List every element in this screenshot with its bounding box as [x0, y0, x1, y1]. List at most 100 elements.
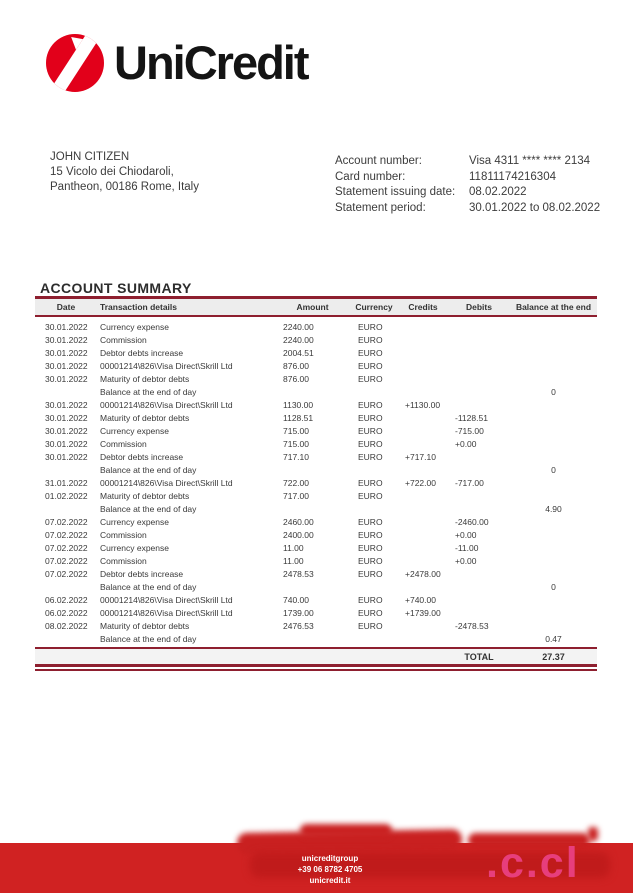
- cell-amount: 876.00: [283, 360, 309, 371]
- cell-currency: EURO: [358, 490, 383, 501]
- column-header-credits: Credits: [408, 302, 438, 312]
- cell-currency: EURO: [358, 451, 383, 462]
- cell-credits: +717.10: [405, 451, 436, 462]
- account-info-label: Statement issuing date:: [335, 186, 456, 198]
- table-row: 07.02.2022 Commission 2400.00 EURO +0.00: [35, 528, 597, 541]
- table-row: 30.01.2022 Currency expense 2240.00 EURO: [35, 320, 597, 333]
- cell-date: 01.02.2022: [45, 490, 88, 501]
- cell-date: 06.02.2022: [45, 607, 88, 618]
- column-header-amount: Amount: [296, 302, 329, 312]
- cell-date: 30.01.2022: [45, 399, 88, 410]
- cell-currency: EURO: [358, 568, 383, 579]
- cell-balance: 0: [551, 386, 556, 397]
- account-info-row: Card number: 11811174216304: [335, 170, 600, 186]
- cell-currency: EURO: [358, 477, 383, 488]
- table-row: 07.02.2022 Currency expense 2460.00 EURO…: [35, 515, 597, 528]
- cell-transaction-details: 00001214\826\Visa Direct\Skrill Ltd: [100, 477, 233, 488]
- table-row: 30.01.2022 00001214\826\Visa Direct\Skri…: [35, 398, 597, 411]
- cell-transaction-details: Debtor debts increase: [100, 568, 184, 579]
- unicredit-logo-icon: [46, 34, 104, 92]
- cell-date: 06.02.2022: [45, 594, 88, 605]
- cell-currency: EURO: [358, 425, 383, 436]
- cell-transaction-details: 00001214\826\Visa Direct\Skrill Ltd: [100, 399, 233, 410]
- table-row: 07.02.2022 Currency expense 11.00 EURO -…: [35, 541, 597, 554]
- table-row: Balance at the end of day 0: [35, 385, 597, 398]
- cell-date: 30.01.2022: [45, 360, 88, 371]
- table-row: Balance at the end of day 0.47: [35, 632, 597, 645]
- cell-amount: 715.00: [283, 425, 309, 436]
- cell-amount: 2004.51: [283, 347, 314, 358]
- cell-amount: 2400.00: [283, 529, 314, 540]
- cell-balance: 0: [551, 581, 556, 592]
- cell-transaction-details: Balance at the end of day: [100, 633, 197, 644]
- account-info-label: Card number:: [335, 170, 406, 183]
- cell-debits: -717.00: [455, 477, 484, 488]
- cell-amount: 717.10: [283, 451, 309, 462]
- cell-currency: EURO: [358, 529, 383, 540]
- cell-transaction-details: Balance at the end of day: [100, 503, 197, 514]
- watermark-smudge: [588, 827, 598, 841]
- site-watermark-text: .c.cl: [486, 839, 580, 887]
- cell-currency: EURO: [358, 373, 383, 384]
- cell-currency: EURO: [358, 399, 383, 410]
- cell-date: 30.01.2022: [45, 438, 88, 449]
- watermark-smudge: [468, 833, 590, 848]
- cell-transaction-details: 00001214\826\Visa Direct\Skrill Ltd: [100, 360, 233, 371]
- cell-date: 07.02.2022: [45, 516, 88, 527]
- watermark-smudge: [300, 824, 392, 837]
- cell-credits: +1130.00: [405, 399, 441, 410]
- cell-transaction-details: Commission: [100, 334, 147, 345]
- footer-website: unicredit.it: [309, 876, 351, 885]
- cell-transaction-details: Maturity of debtor debts: [100, 490, 190, 501]
- table-header-row: Date Transaction details Amount Currency…: [35, 296, 597, 317]
- account-info-row: Statement issuing date: 08.02.2022: [335, 185, 600, 201]
- cell-date: 30.01.2022: [45, 334, 88, 345]
- cell-date: 07.02.2022: [45, 542, 88, 553]
- table-row: 31.01.2022 00001214\826\Visa Direct\Skri…: [35, 476, 597, 489]
- cell-currency: EURO: [358, 516, 383, 527]
- cell-transaction-details: Debtor debts increase: [100, 347, 184, 358]
- cell-currency: EURO: [358, 620, 383, 631]
- cell-debits: +0.00: [455, 529, 477, 540]
- cell-date: 30.01.2022: [45, 425, 88, 436]
- table-row: 30.01.2022 Debtor debts increase 717.10 …: [35, 450, 597, 463]
- cell-amount: 11.00: [283, 555, 304, 566]
- cell-currency: EURO: [358, 360, 383, 371]
- cell-debits: -715.00: [455, 425, 484, 436]
- account-info-value: 11811174216304: [469, 170, 556, 183]
- account-info-row: Account number: Visa 4311 **** **** 2134: [335, 154, 600, 170]
- cell-transaction-details: Balance at the end of day: [100, 386, 197, 397]
- cell-balance: 4.90: [545, 503, 562, 514]
- cell-amount: 1128.51: [283, 412, 314, 423]
- cell-date: 30.01.2022: [45, 347, 88, 358]
- table-row: 30.01.2022 Commission 715.00 EURO +0.00: [35, 437, 597, 450]
- cell-date: 30.01.2022: [45, 321, 88, 332]
- cell-amount: 876.00: [283, 373, 309, 384]
- account-info-block: Account number: Visa 4311 **** **** 2134…: [335, 154, 600, 216]
- customer-name: JOHN CITIZEN: [50, 151, 130, 163]
- cell-debits: -2460.00: [455, 516, 489, 527]
- column-header-currency: Currency: [355, 302, 393, 312]
- cell-currency: EURO: [358, 594, 383, 605]
- table-row: 08.02.2022 Maturity of debtor debts 2476…: [35, 619, 597, 632]
- table-row: 30.01.2022 00001214\826\Visa Direct\Skri…: [35, 359, 597, 372]
- cell-currency: EURO: [358, 347, 383, 358]
- cell-debits: -11.00: [455, 542, 479, 553]
- table-row: 30.01.2022 Currency expense 715.00 EURO …: [35, 424, 597, 437]
- account-info-value: 30.01.2022 to 08.02.2022: [469, 201, 601, 214]
- table-row: 30.01.2022 Commission 2240.00 EURO: [35, 333, 597, 346]
- cell-amount: 2478.53: [283, 568, 314, 579]
- cell-debits: +0.00: [455, 438, 477, 449]
- column-header-date: Date: [56, 302, 76, 312]
- table-row: Balance at the end of day 4.90: [35, 502, 597, 515]
- cell-transaction-details: Currency expense: [100, 321, 169, 332]
- cell-currency: EURO: [358, 334, 383, 345]
- table-row: Balance at the end of day 0: [35, 580, 597, 593]
- cell-date: 07.02.2022: [45, 568, 88, 579]
- account-info-label: Statement period:: [335, 201, 426, 214]
- cell-debits: +0.00: [455, 555, 477, 566]
- account-info-label: Account number:: [335, 155, 422, 167]
- column-header-debits: Debits: [466, 302, 492, 312]
- cell-date: 08.02.2022: [45, 620, 88, 631]
